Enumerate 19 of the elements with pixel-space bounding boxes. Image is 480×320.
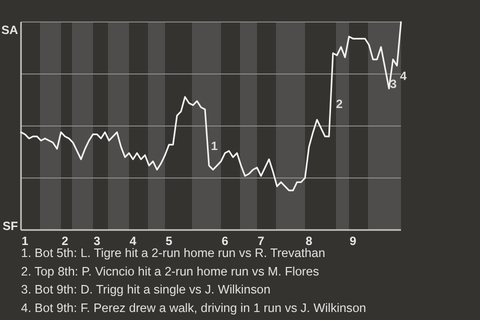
x-tick-label: 5 (166, 234, 173, 248)
x-tick-label: 8 (306, 234, 313, 248)
x-tick-label: 4 (130, 234, 137, 248)
x-tick-label: 9 (350, 234, 357, 248)
text: 4. Bot 9th: F. Perez drew a walk, driving in 1 run vs J. Wilkinson (21, 300, 366, 315)
text: 2. Top 8th: P. Vicncio hit a 2-run home run vs M. Flores (21, 264, 320, 278)
text: 3. Bot 9th: D. Trigg hit a single vs J. Wilkinson (21, 282, 271, 297)
annotation: 1 (211, 139, 218, 153)
text: 1. Bot 5th: L. Tigre hit a 2-run home run vs R. Trevathan (21, 246, 326, 260)
x-tick-label: 2 (62, 234, 69, 248)
x-tick-label: 7 (258, 234, 265, 248)
x-tick-label: 3 (94, 234, 101, 248)
annotation: 4 (400, 69, 407, 83)
text: SF (2, 219, 18, 234)
x-tick-label: 1 (22, 234, 29, 248)
x-tick-label: 6 (222, 234, 229, 248)
annotation: 2 (336, 97, 343, 111)
text: SA (1, 23, 18, 38)
annotation: 3 (390, 77, 397, 91)
